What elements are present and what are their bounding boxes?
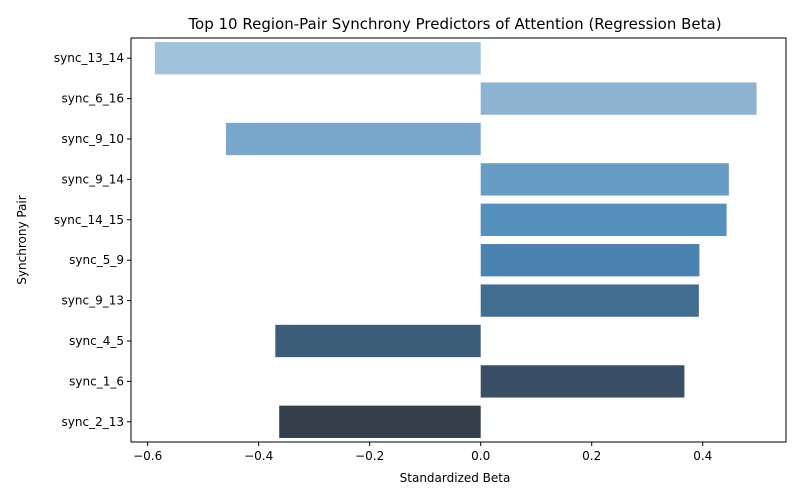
x-axis: −0.6 −0.4 −0.2 0.0 0.2 0.4 — [133, 442, 712, 463]
y-tick-label: sync_1_6 — [69, 374, 124, 388]
y-tick-label: sync_5_9 — [69, 253, 124, 267]
x-tick-label: 0.2 — [582, 449, 601, 463]
y-tick-label: sync_9_14 — [62, 172, 124, 186]
bar-sync-13-14 — [154, 42, 481, 75]
bars-group — [154, 42, 757, 438]
x-tick-label: −0.2 — [355, 449, 384, 463]
y-tick-label: sync_13_14 — [54, 51, 124, 65]
bar-sync-5-9 — [480, 244, 700, 277]
x-tick-label: 0.4 — [693, 449, 712, 463]
y-axis-label: Synchrony Pair — [15, 195, 29, 284]
x-axis-label: Standardized Beta — [400, 471, 511, 485]
y-tick-label: sync_4_5 — [69, 334, 124, 348]
bar-sync-6-16 — [480, 82, 757, 115]
y-tick-label: sync_9_13 — [62, 294, 124, 308]
y-tick-label: sync_2_13 — [62, 415, 124, 429]
x-tick-label: −0.6 — [133, 449, 162, 463]
bar-sync-9-10 — [225, 122, 481, 156]
y-tick-label: sync_6_16 — [62, 92, 124, 106]
plot-frame — [130, 37, 787, 443]
bar-sync-1-6 — [480, 365, 685, 398]
bar-sync-4-5 — [275, 324, 481, 358]
bar-sync-9-13 — [480, 284, 699, 317]
x-tick-label: −0.4 — [244, 449, 273, 463]
y-tick-label: sync_14_15 — [54, 213, 124, 227]
y-axis: sync_13_14 sync_6_16 sync_9_10 sync_9_14syn… — [54, 51, 131, 429]
y-tick-label: sync_9_10 — [62, 132, 124, 146]
bar-sync-2-13 — [279, 405, 481, 438]
bar-sync-9-14 — [480, 163, 729, 196]
bar-sync-14-15 — [480, 203, 727, 236]
x-tick-label: 0.0 — [471, 449, 490, 463]
chart-title: Top 10 Region-Pair Synchrony Predictors … — [187, 15, 721, 33]
